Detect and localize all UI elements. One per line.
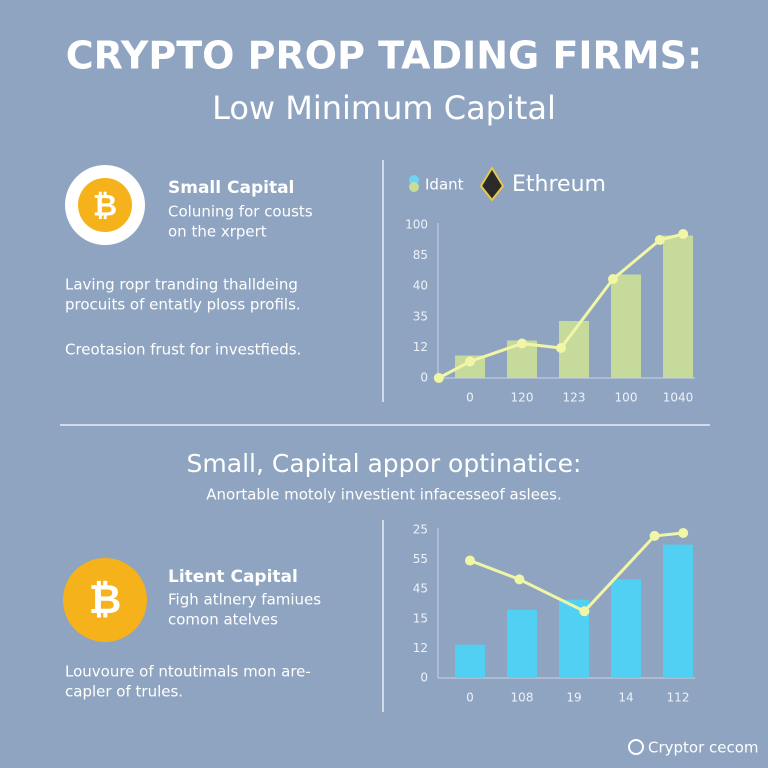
section-heading: Small, Capital appor optinatice: bbox=[187, 449, 582, 478]
y-tick-label: 12 bbox=[413, 641, 428, 655]
y-tick-label: 0 bbox=[420, 371, 428, 385]
paragraph: capler of trules. bbox=[65, 683, 183, 701]
section-subheading: Anortable motoly investient infacesseof … bbox=[206, 486, 561, 504]
y-tick-label: 55 bbox=[413, 552, 428, 566]
bitcoin-icon bbox=[63, 558, 147, 642]
line-point bbox=[654, 235, 665, 245]
y-tick-label: 12 bbox=[413, 340, 428, 354]
bar bbox=[455, 355, 485, 378]
paragraph: Louvoure of ntoutimals mon are- bbox=[65, 663, 311, 681]
card-desc: on the xrpert bbox=[168, 223, 267, 241]
y-tick-label: 45 bbox=[413, 582, 428, 596]
note: Creotasion frust for investfieds. bbox=[65, 341, 301, 359]
x-tick-label: 100 bbox=[615, 391, 638, 405]
y-tick-label: 85 bbox=[413, 248, 428, 262]
x-tick-label: 14 bbox=[618, 691, 633, 705]
x-tick-label: 123 bbox=[563, 391, 586, 405]
footer-icon bbox=[628, 739, 644, 755]
x-tick-label: 19 bbox=[566, 691, 581, 705]
icon-glyph: ₿ bbox=[89, 577, 122, 623]
paragraph: procuits of entatly ploss profils. bbox=[65, 296, 301, 314]
line-point bbox=[465, 356, 475, 367]
footer-brand: Cryptor cecom bbox=[648, 739, 759, 757]
legend-label: Idant bbox=[425, 176, 464, 194]
x-tick-label: 0 bbox=[466, 391, 474, 405]
legend-dot bbox=[409, 175, 419, 185]
bitcoin-icon bbox=[78, 178, 132, 232]
bar bbox=[663, 235, 693, 378]
line-point bbox=[433, 373, 444, 383]
card-desc: Figh atlnery famiues bbox=[168, 591, 321, 609]
y-tick-label: 35 bbox=[413, 309, 428, 323]
x-tick-label: 108 bbox=[511, 691, 534, 705]
paragraph: Laving ropr tranding thalldeing bbox=[65, 276, 298, 294]
subtitle: Low Minimum Capital bbox=[212, 89, 556, 127]
y-tick-label: 40 bbox=[413, 279, 428, 293]
y-tick-label: 100 bbox=[405, 218, 428, 232]
line-point bbox=[556, 343, 566, 353]
ethereum-icon bbox=[479, 166, 505, 202]
line-point bbox=[678, 528, 689, 538]
y-tick-label: 25 bbox=[413, 523, 428, 537]
y-tick-label: 15 bbox=[413, 611, 428, 625]
title: CRYPTO PROP TADING FIRMS: bbox=[66, 34, 702, 78]
bar bbox=[611, 274, 641, 378]
line-point bbox=[517, 338, 527, 349]
line-point bbox=[608, 274, 618, 284]
x-tick-label: 1040 bbox=[663, 391, 694, 405]
line-point bbox=[465, 555, 475, 566]
bar bbox=[455, 644, 485, 678]
x-tick-label: 0 bbox=[466, 691, 474, 705]
card-desc: comon atelves bbox=[168, 611, 278, 629]
legend-label: Ethreum bbox=[512, 172, 606, 197]
bar bbox=[611, 579, 641, 678]
legend-dot bbox=[409, 182, 419, 192]
y-tick-label: 0 bbox=[420, 671, 428, 685]
x-tick-label: 112 bbox=[667, 691, 690, 705]
card-heading: Small Capital bbox=[168, 178, 294, 198]
bar bbox=[663, 544, 693, 678]
icon-glyph: ₿ bbox=[93, 189, 117, 224]
card-desc: Coluning for cousts bbox=[168, 203, 313, 221]
line-point bbox=[649, 530, 660, 541]
line-point bbox=[579, 606, 590, 617]
card-heading: Litent Capital bbox=[168, 567, 298, 587]
x-tick-label: 120 bbox=[511, 391, 534, 405]
bar bbox=[507, 609, 537, 678]
line-point bbox=[514, 574, 525, 585]
line-point bbox=[678, 229, 689, 239]
